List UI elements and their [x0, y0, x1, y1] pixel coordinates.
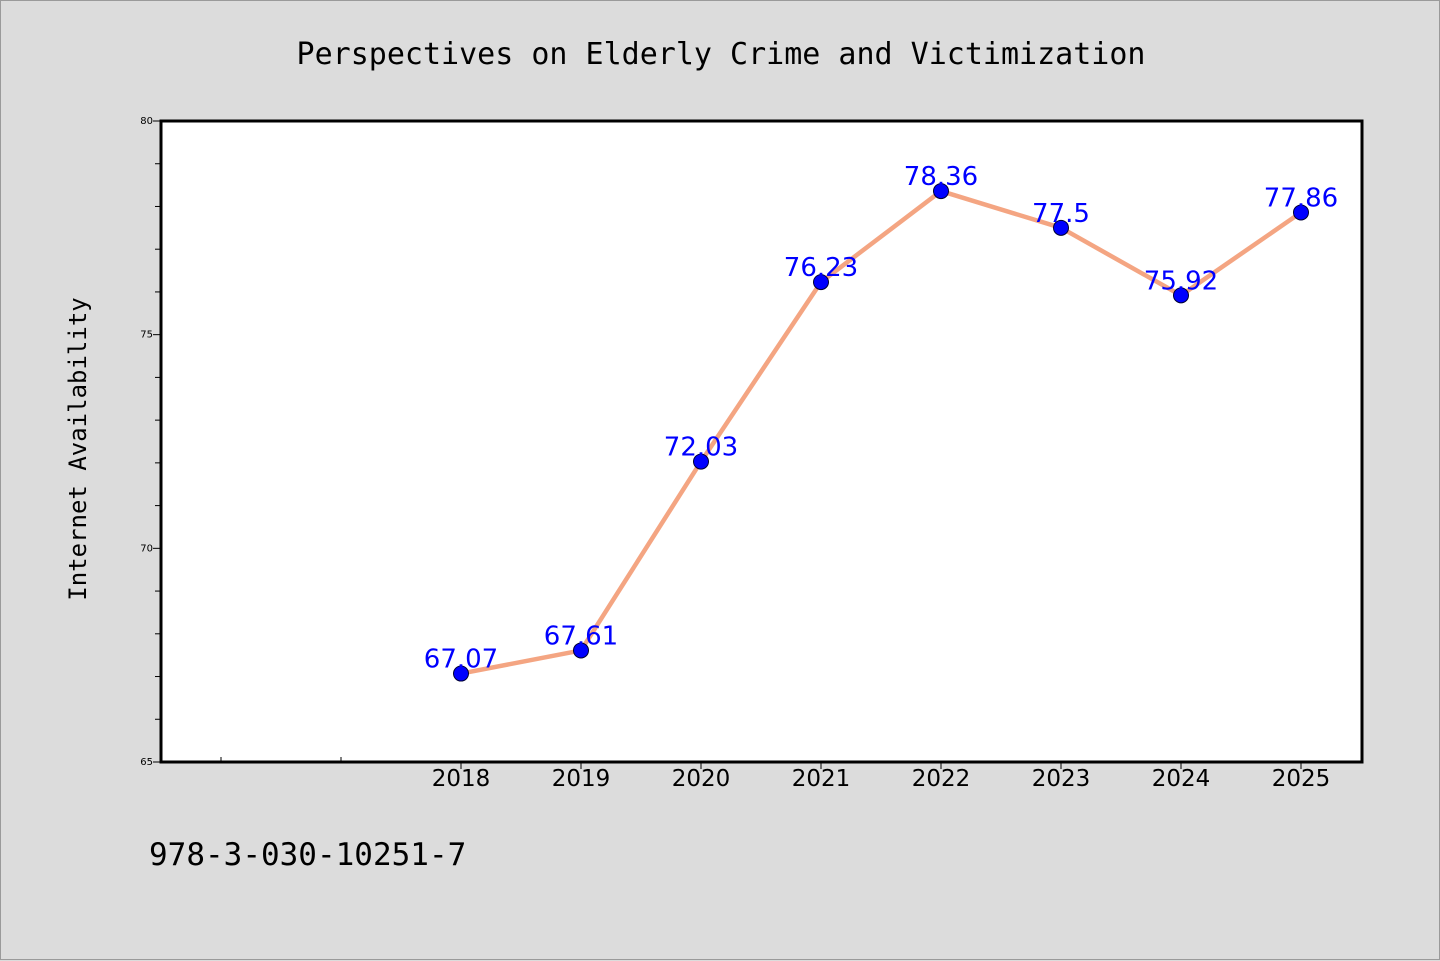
data-point: [1053, 219, 1069, 236]
data-label: 77.86: [1264, 183, 1338, 213]
data-label: 72.03: [664, 433, 738, 463]
y-tick-label: 80: [140, 116, 153, 127]
x-tick-label: 2019: [552, 766, 611, 792]
x-tick-label: 2020: [672, 766, 731, 792]
isbn-footer: 978-3-030-10251-7: [149, 837, 466, 873]
data-point: [1173, 287, 1189, 304]
x-tick-label: 2022: [912, 766, 971, 792]
data-label: 76.23: [784, 253, 858, 283]
data-point: [813, 274, 829, 291]
x-tick-label: 2023: [1032, 766, 1091, 792]
series-line: [460, 188, 1303, 676]
data-label: 67.07: [424, 645, 498, 675]
y-axis-label: Internet Availability: [64, 297, 92, 600]
x-tick-label: 2021: [792, 766, 851, 792]
data-label: 77.5: [1032, 199, 1090, 229]
chart-title: Perspectives on Elderly Crime and Victim…: [297, 37, 1146, 72]
data-point: [933, 183, 949, 200]
data-point: [573, 642, 589, 659]
plot-area: [159, 119, 1364, 764]
x-tick-label: 2024: [1152, 766, 1211, 792]
y-axis: 65 70 75 80: [140, 116, 161, 768]
x-axis: 2018 2019 2020 2021 2022 2023 2024 2025: [220, 757, 1331, 792]
data-point: [1293, 204, 1309, 221]
y-tick-label: 70: [140, 543, 153, 554]
data-label: 78.36: [904, 162, 978, 192]
y-tick-label: 65: [140, 757, 153, 768]
data-point: [453, 665, 469, 682]
x-tick-label: 2025: [1272, 766, 1331, 792]
x-tick-label: 2018: [432, 766, 491, 792]
data-labels: 67.07 67.61 72.03 76.23 78.36 77.5 75.92 77.86: [424, 162, 1338, 674]
data-point: [693, 453, 709, 470]
data-label: 67.61: [544, 621, 618, 651]
data-markers: [453, 183, 1309, 682]
y-tick-label: 75: [140, 330, 153, 341]
data-label: 75.92: [1144, 266, 1218, 296]
